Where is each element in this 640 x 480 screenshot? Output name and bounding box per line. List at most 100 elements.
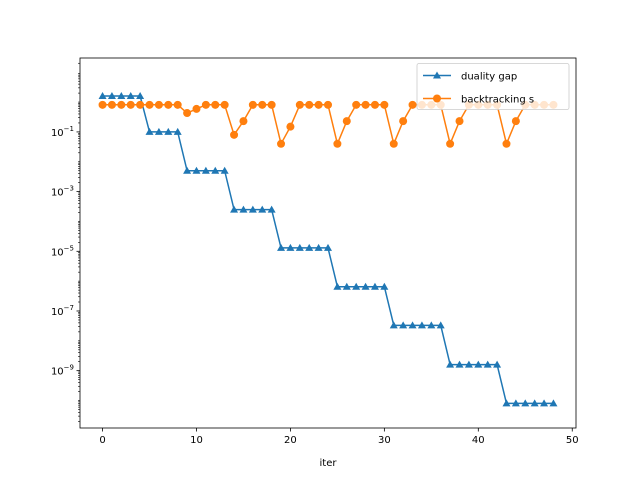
data-point [408, 100, 417, 109]
data-point [361, 100, 370, 109]
data-point [352, 100, 361, 109]
data-point [502, 399, 511, 407]
plot-frame [79, 57, 577, 429]
data-point [286, 122, 295, 131]
data-point [408, 321, 417, 329]
data-point [126, 91, 135, 99]
data-point [342, 117, 351, 126]
data-point [211, 166, 220, 174]
data-point [324, 243, 332, 251]
x-tick-label: 0 [99, 435, 105, 446]
data-point [342, 282, 351, 290]
data-point [258, 205, 267, 213]
data-point [154, 100, 163, 109]
data-point [540, 399, 549, 407]
y-tick-label: 10−1 [51, 125, 74, 139]
data-point [530, 399, 539, 407]
data-point [173, 100, 182, 109]
data-point [286, 243, 295, 251]
data-point [370, 100, 379, 109]
data-point [267, 100, 276, 109]
data-point [333, 139, 342, 148]
data-point [474, 360, 483, 368]
data-point [483, 360, 492, 368]
data-point [192, 104, 201, 113]
data-point [98, 100, 107, 109]
data-point [295, 100, 304, 109]
data-point [295, 243, 304, 251]
data-point [117, 91, 126, 99]
x-axis: 0 10 20 30 40 50 [99, 428, 579, 446]
data-point [183, 109, 192, 118]
data-point [258, 100, 267, 109]
x-tick-label: 10 [190, 435, 203, 446]
y-tick-label: 10−3 [51, 185, 74, 199]
data-point [211, 100, 220, 109]
series-0 [98, 91, 558, 407]
y-tick-label: 10−5 [51, 244, 74, 258]
legend-marker-triangle-icon [433, 71, 441, 79]
x-tick-label: 40 [472, 435, 485, 446]
x-axis-label: iter [320, 458, 338, 469]
data-point [183, 166, 192, 174]
data-point [145, 100, 154, 109]
data-point [446, 139, 455, 148]
data-point [239, 117, 248, 126]
data-point [192, 166, 201, 174]
data-point [136, 91, 145, 99]
data-point [511, 117, 520, 126]
data-point [230, 205, 239, 213]
x-tick-label: 30 [378, 435, 391, 446]
legend-label-backtracking-s: backtracking s [461, 95, 534, 106]
data-point [352, 282, 361, 290]
data-point [277, 139, 286, 148]
data-point [399, 321, 408, 329]
data-point [464, 360, 473, 368]
data-point [164, 127, 173, 135]
data-point [98, 91, 107, 99]
data-point [126, 100, 135, 109]
data-point [324, 100, 332, 109]
data-point [380, 100, 389, 109]
data-point [446, 360, 455, 368]
data-point [455, 117, 464, 126]
data-point [107, 100, 116, 109]
data-point [455, 360, 464, 368]
data-point [333, 282, 342, 290]
data-point [389, 139, 398, 148]
data-point [314, 100, 323, 109]
data-point [277, 243, 286, 251]
data-point [239, 205, 248, 213]
data-point [145, 127, 154, 135]
legend-frame [416, 63, 570, 110]
data-point [427, 321, 436, 329]
data-point [117, 100, 126, 109]
data-point [154, 127, 163, 135]
data-point [248, 205, 257, 213]
data-point [136, 100, 145, 109]
data-point [361, 282, 370, 290]
legend-label-duality-gap: duality gap [461, 72, 517, 83]
data-point [267, 205, 276, 213]
data-point [107, 91, 116, 99]
data-point [220, 166, 229, 174]
legend: duality gap backtracking s [416, 63, 570, 110]
x-tick-label: 50 [566, 435, 579, 446]
y-tick-label: 10−7 [51, 304, 74, 318]
data-point [173, 127, 182, 135]
data-point [201, 100, 210, 109]
data-point [417, 321, 426, 329]
data-point [399, 117, 408, 126]
x-tick-label: 20 [284, 435, 297, 446]
data-point [370, 282, 379, 290]
data-point [305, 243, 314, 251]
data-point [549, 399, 558, 407]
y-tick-label: 10−9 [51, 364, 74, 378]
data-point [511, 399, 520, 407]
data-point [248, 100, 257, 109]
data-point [493, 360, 502, 368]
data-point [502, 139, 511, 148]
legend-marker-circle-icon [433, 94, 441, 103]
data-point [521, 399, 530, 407]
